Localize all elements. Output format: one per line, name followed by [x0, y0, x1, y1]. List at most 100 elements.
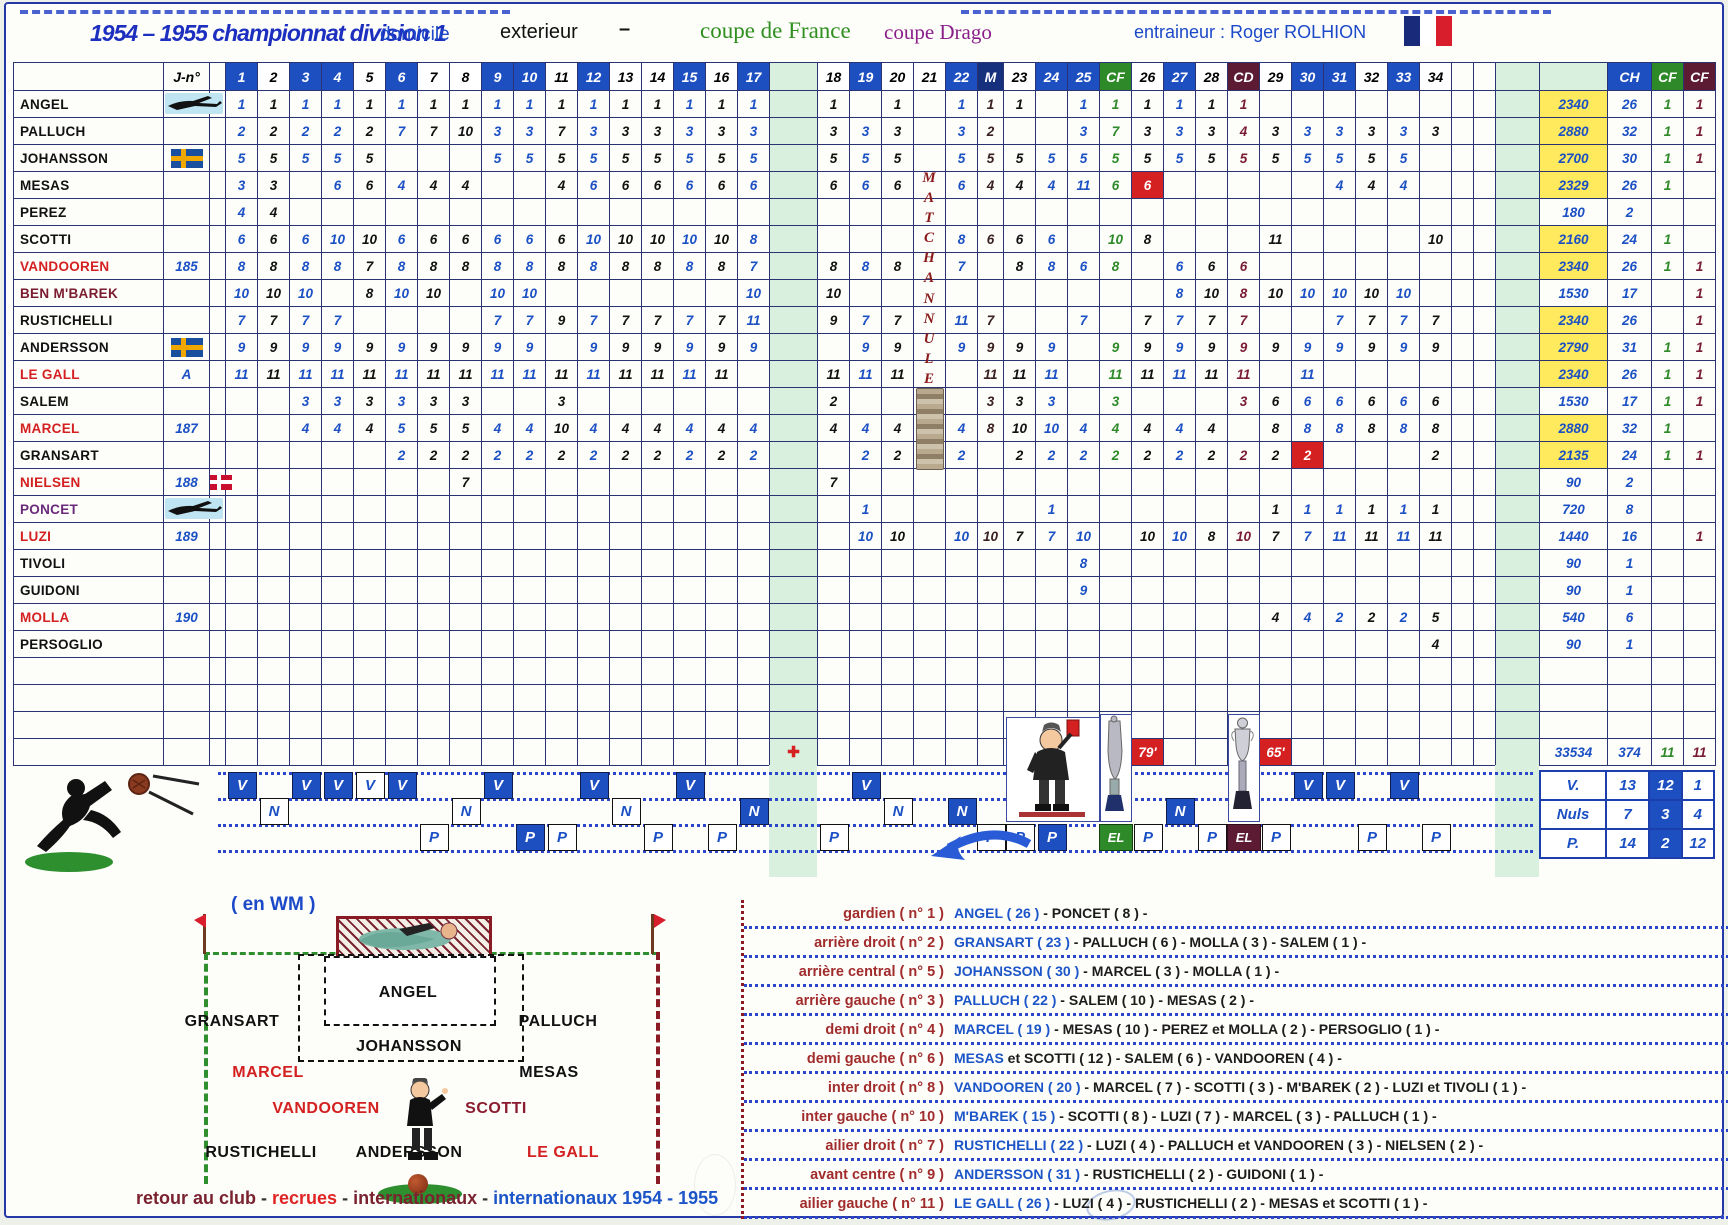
grid-cell: 7	[945, 252, 978, 280]
grid-cell: 8	[1387, 414, 1420, 442]
position-other-players: - MARCEL ( 7 ) - SCOTTI ( 3 ) - M'BAREK …	[1080, 1079, 1527, 1095]
grid-cell	[417, 198, 450, 226]
grid-cell	[385, 576, 418, 604]
grid-cell: 5	[945, 144, 978, 172]
player-jn	[163, 171, 210, 199]
grid-cell: 6	[577, 171, 610, 199]
grid-cell	[673, 198, 706, 226]
grid-cell	[673, 495, 706, 523]
grid-cell: 4	[513, 414, 546, 442]
grid-cell: 10	[1131, 522, 1164, 550]
cd-apps: 1	[1683, 306, 1716, 334]
cd-apps	[1683, 630, 1716, 658]
empty-cell	[1227, 684, 1260, 712]
legend-coupe-drago: coupe Drago	[884, 20, 992, 44]
grid-cell	[1259, 630, 1292, 658]
empty-cell	[1323, 684, 1356, 712]
grid-cell	[1131, 630, 1164, 658]
player-name: RUSTICHELLI	[13, 306, 164, 334]
apps-total: 24	[1607, 441, 1652, 469]
grid-cell: 8	[1419, 414, 1452, 442]
grid-cell	[1195, 387, 1228, 415]
column-header-19: 19	[849, 62, 882, 91]
grid-cell: 2	[385, 441, 418, 469]
grid-cell: 11	[1099, 360, 1132, 388]
grid-cell	[1003, 576, 1036, 604]
gap-cell	[1495, 522, 1540, 550]
grid-cell: 9	[257, 333, 290, 361]
grid-cell: 8	[449, 252, 482, 280]
grid-cell: 3	[673, 117, 706, 145]
column-header-8: 8	[449, 62, 482, 91]
grid-cell: 2	[1163, 441, 1196, 469]
minutes-total: 2340	[1539, 252, 1608, 280]
empty-cell	[1387, 711, 1420, 739]
cd-apps	[1683, 198, 1716, 226]
grid-cell: 7	[1163, 306, 1196, 334]
footer-legend-part: internationaux	[353, 1188, 478, 1208]
grid-cell: 8	[1163, 279, 1196, 307]
empty-cell	[209, 684, 226, 712]
grid-cell	[353, 576, 386, 604]
empty-cell	[1195, 657, 1228, 685]
spare-cell	[1451, 630, 1474, 658]
position-row: ailier gauche ( n° 11 ) LE GALL ( 26 ) - …	[744, 1190, 1728, 1219]
grid-cell: 4	[673, 414, 706, 442]
grid-cell	[1035, 279, 1068, 307]
minutes-total: 90	[1539, 630, 1608, 658]
grid-cell: 8	[1003, 252, 1036, 280]
grid-cell	[1163, 630, 1196, 658]
empty-cell	[1099, 684, 1132, 712]
summary-label: Nuls	[1538, 799, 1608, 830]
result-box-14: P	[643, 824, 673, 851]
grid-cell: 9	[1163, 333, 1196, 361]
spare-cell	[1451, 144, 1474, 172]
gap-cell	[1495, 576, 1540, 604]
grid-cell: 8	[353, 279, 386, 307]
grid-cell: 7	[1131, 306, 1164, 334]
grid-cell: 2	[545, 441, 578, 469]
grid-cell: 8	[705, 252, 738, 280]
grid-cell: 8	[673, 252, 706, 280]
cf-apps	[1651, 630, 1684, 658]
gap-cell	[769, 549, 818, 577]
grid-cell: 11	[321, 360, 354, 388]
totals-cell	[449, 738, 482, 766]
totals-cell	[385, 738, 418, 766]
grid-cell	[417, 576, 450, 604]
summary-row: Nuls 7 3 4	[1538, 799, 1716, 830]
cf-apps	[1651, 495, 1684, 523]
grid-cell: 4	[705, 414, 738, 442]
column-header-24: 24	[1035, 62, 1068, 91]
gap-cell	[769, 252, 818, 280]
grid-cell: 1	[417, 90, 450, 118]
grid-cell	[641, 495, 674, 523]
grid-cell: 5	[641, 144, 674, 172]
spare-cell	[209, 198, 226, 226]
position-role: ailier droit ( n° 7 )	[825, 1138, 944, 1154]
summary-label: P.	[1538, 828, 1608, 859]
empty-cell	[449, 684, 482, 712]
results-guide-line	[218, 798, 1533, 801]
grid-cell	[737, 387, 770, 415]
grid-cell: 2	[1387, 603, 1420, 631]
summary-label: V.	[1538, 770, 1608, 801]
gap-cell	[1495, 738, 1540, 766]
formation-player-gransart: GRANSART	[184, 1013, 280, 1030]
grid-cell	[1259, 549, 1292, 577]
grid-cell: 10	[385, 279, 418, 307]
spare-cell	[1451, 171, 1474, 199]
grid-cell	[449, 495, 482, 523]
grid-cell	[1323, 576, 1356, 604]
cd-apps	[1683, 549, 1716, 577]
grid-cell	[513, 387, 546, 415]
grid-cell	[449, 306, 482, 334]
position-lead-player: MARCEL ( 19 )	[954, 1021, 1051, 1037]
totals-cell	[577, 738, 610, 766]
position-role: demi gauche ( n° 6 )	[806, 1051, 944, 1067]
grid-cell	[257, 441, 290, 469]
grid-cell: 11	[1163, 360, 1196, 388]
grid-cell	[1419, 198, 1452, 226]
grid-cell: 8	[289, 252, 322, 280]
